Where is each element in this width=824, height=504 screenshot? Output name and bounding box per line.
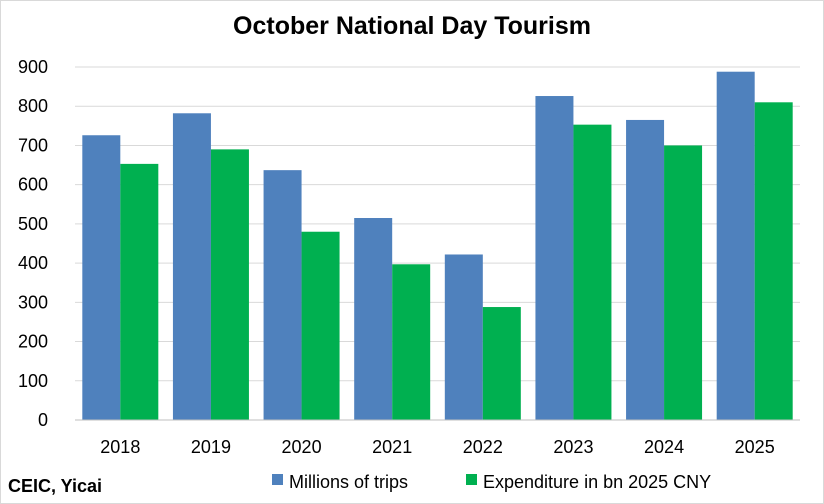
- y-tick-label: 0: [38, 410, 48, 430]
- y-tick-label: 600: [18, 175, 48, 195]
- y-axis-ticks: 0 100 200 300 400 500 600 700 800 900: [18, 57, 48, 430]
- bar-trips: [626, 119, 665, 420]
- bar-expenditure: [573, 124, 612, 420]
- bars: [82, 71, 793, 421]
- bar-expenditure: [754, 102, 793, 421]
- x-tick-label: 2022: [463, 437, 503, 457]
- y-tick-label: 100: [18, 371, 48, 391]
- y-tick-label: 400: [18, 253, 48, 273]
- bar-trips: [82, 135, 121, 420]
- legend-label-trips: Millions of trips: [289, 472, 408, 492]
- y-tick-label: 900: [18, 57, 48, 77]
- legend-label-expenditure: Expenditure in bn 2025 CNY: [483, 472, 711, 492]
- chart-title: October National Day Tourism: [233, 12, 591, 40]
- x-tick-label: 2025: [735, 437, 775, 457]
- x-tick-label: 2024: [644, 437, 684, 457]
- x-tick-label: 2018: [100, 437, 140, 457]
- bar-expenditure: [482, 307, 521, 420]
- bar-expenditure: [301, 231, 340, 420]
- bar-expenditure: [210, 149, 249, 420]
- y-tick-label: 200: [18, 332, 48, 352]
- y-tick-label: 700: [18, 135, 48, 155]
- y-tick-label: 500: [18, 214, 48, 234]
- y-tick-label: 800: [18, 96, 48, 116]
- bar-trips: [535, 96, 574, 420]
- x-tick-label: 2020: [282, 437, 322, 457]
- legend-swatch-trips: [272, 474, 283, 485]
- bar-trips: [716, 71, 755, 420]
- bar-trips: [354, 218, 393, 420]
- x-tick-label: 2021: [372, 437, 412, 457]
- x-axis-ticks: 2018 2019 2020 2021 2022 2023 2024 2025: [100, 437, 774, 457]
- source-note: CEIC, Yicai: [8, 476, 102, 496]
- x-tick-label: 2023: [553, 437, 593, 457]
- bar-trips: [172, 113, 211, 420]
- bar-trips: [444, 254, 483, 420]
- y-tick-label: 300: [18, 292, 48, 312]
- bar-expenditure: [120, 163, 159, 420]
- legend: Millions of trips Expenditure in bn 2025…: [272, 472, 711, 492]
- bar-expenditure: [664, 145, 703, 420]
- bar-trips: [263, 170, 302, 420]
- x-tick-label: 2019: [191, 437, 231, 457]
- legend-swatch-expenditure: [466, 474, 477, 485]
- bar-expenditure: [392, 264, 431, 420]
